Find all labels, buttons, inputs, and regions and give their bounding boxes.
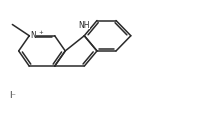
Text: N: N — [30, 31, 36, 40]
Text: I⁻: I⁻ — [9, 90, 16, 99]
Text: +: + — [39, 29, 43, 34]
Text: NH: NH — [79, 21, 90, 30]
